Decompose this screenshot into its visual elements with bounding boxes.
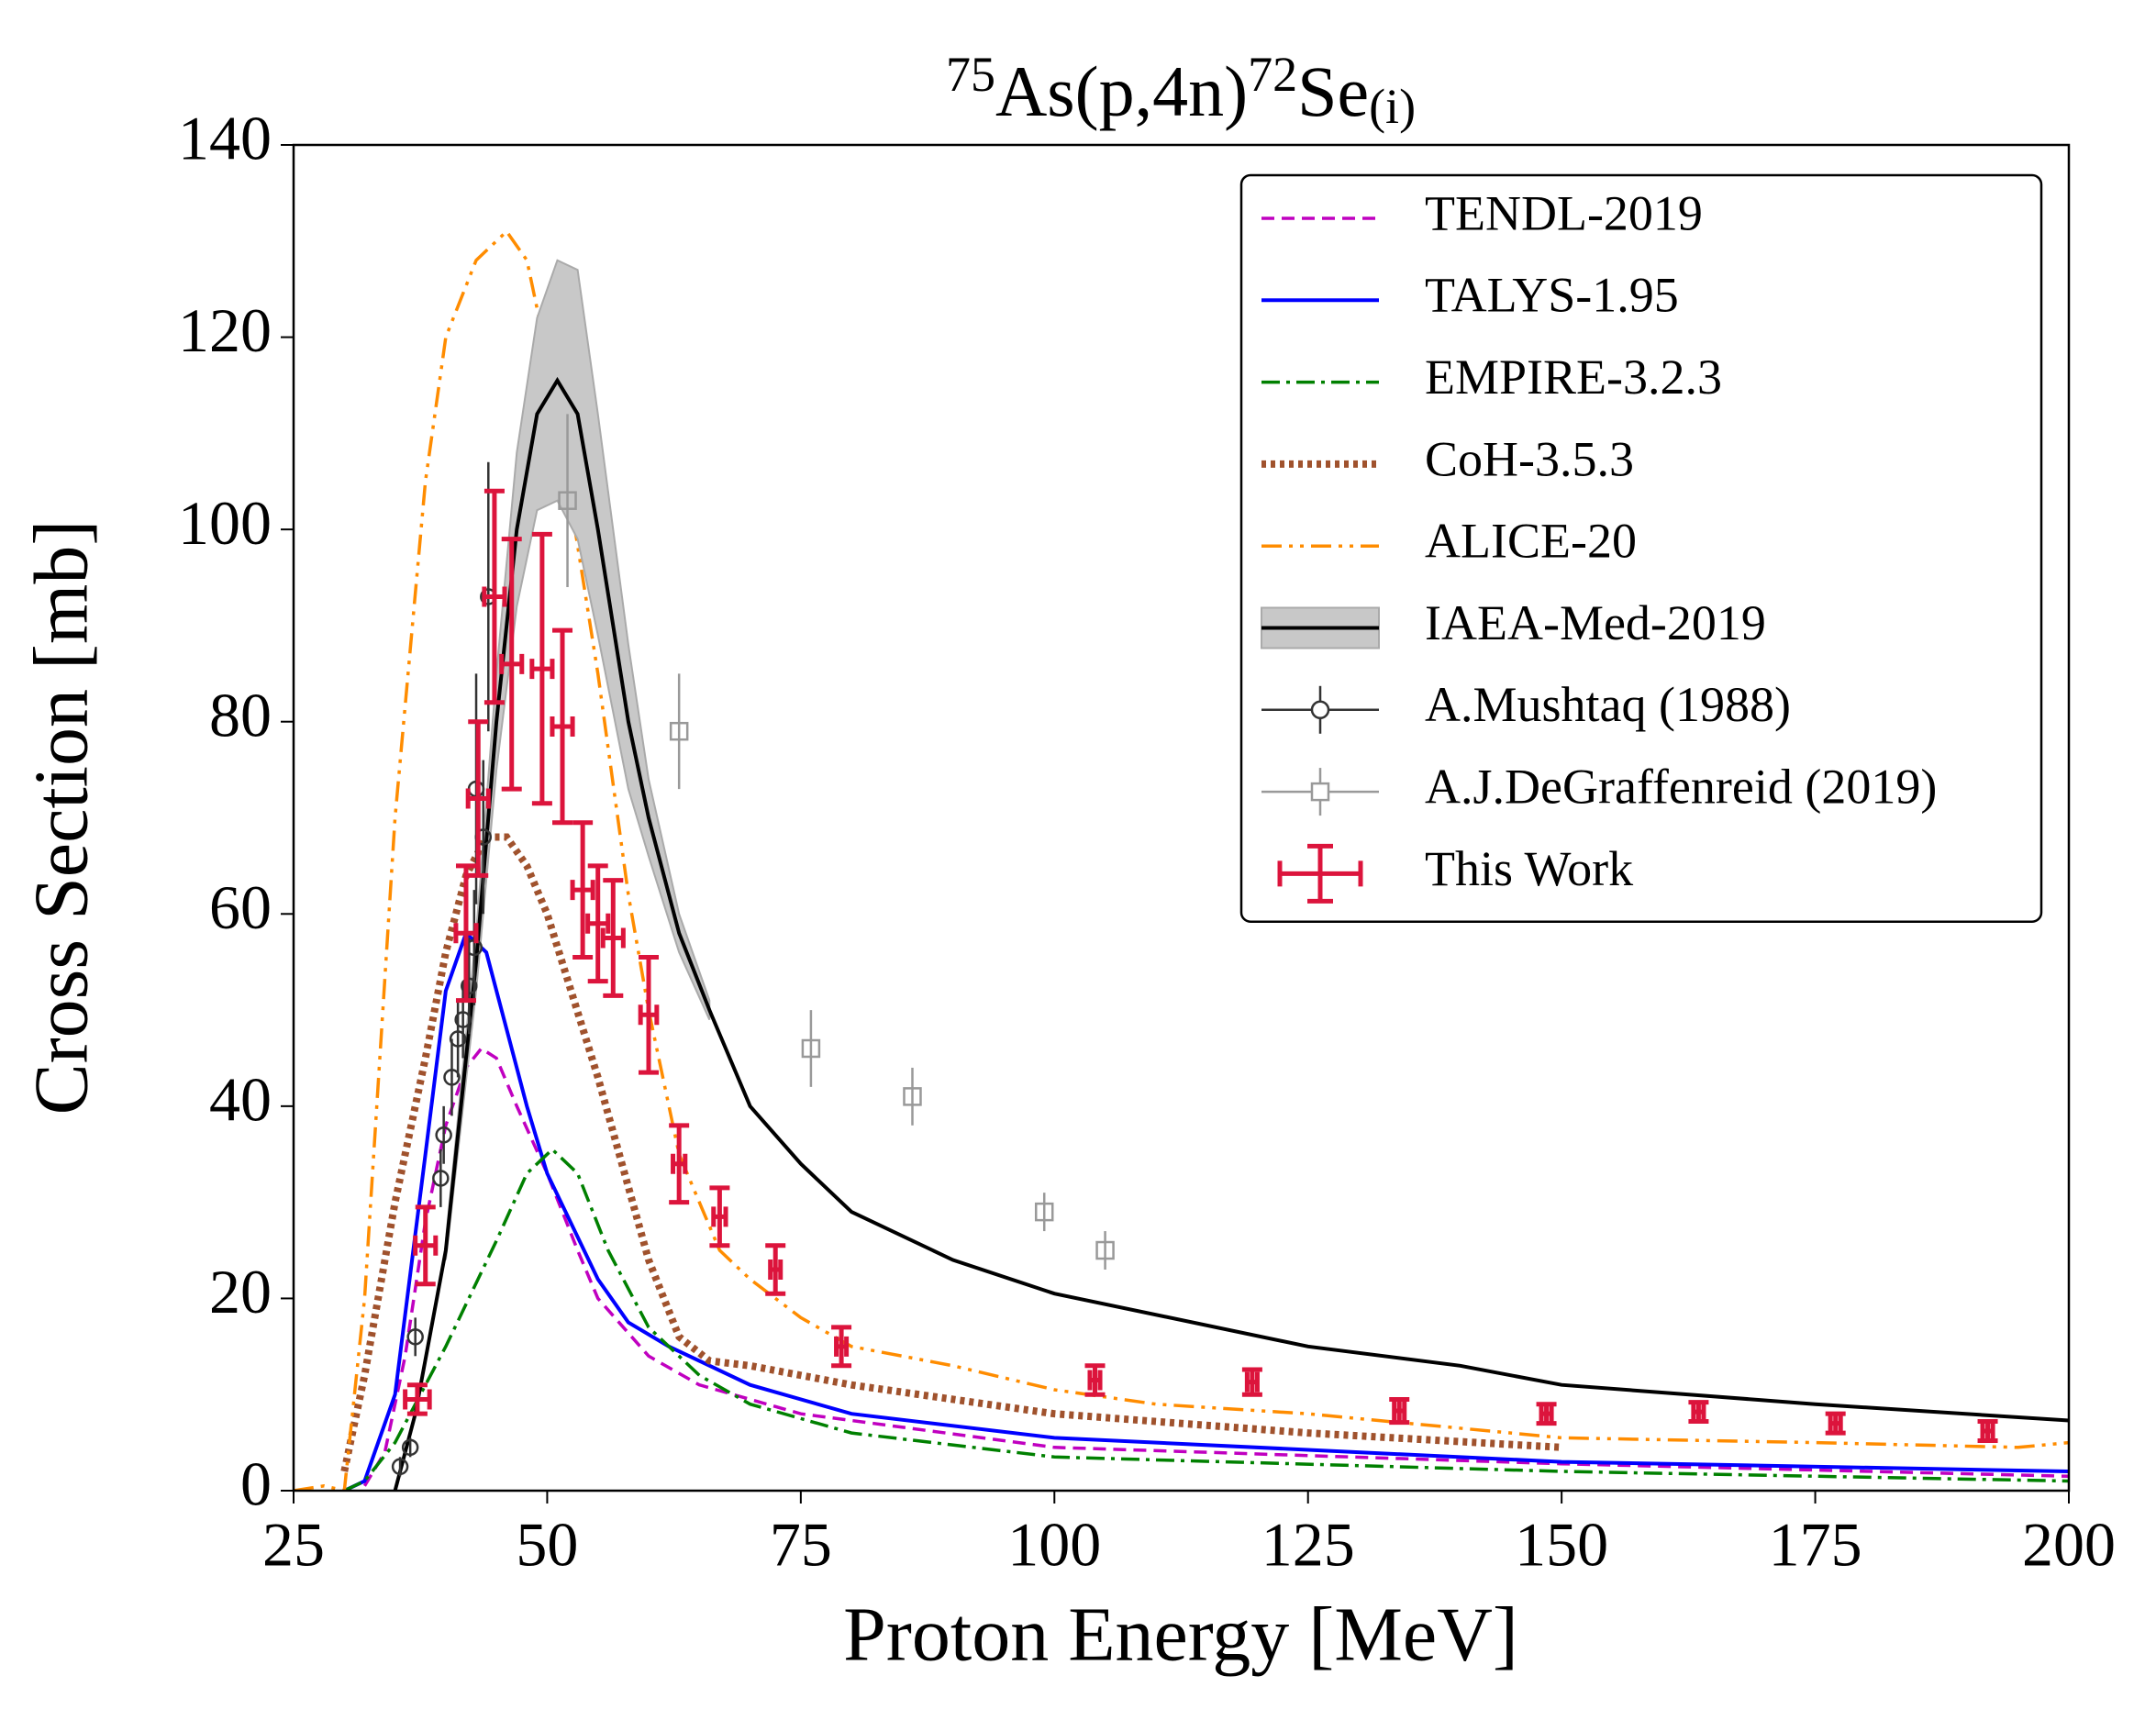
x-tick-label: 25 — [262, 1510, 325, 1580]
legend-label: ALICE-20 — [1425, 514, 1637, 569]
x-error-bar — [768, 1259, 783, 1280]
x-error-bar — [482, 586, 507, 607]
y-tick-label: 80 — [209, 680, 272, 749]
data-point — [443, 1069, 461, 1086]
title-part: 75 — [946, 47, 995, 102]
x-tick-label: 75 — [770, 1510, 832, 1580]
data-point — [391, 1458, 409, 1476]
chart-title: 75As(p,4n)72Se(i) — [946, 47, 1416, 134]
legend-label: TENDL-2019 — [1425, 185, 1703, 240]
legend-label: CoH-3.5.3 — [1425, 431, 1634, 486]
x-error-bar — [529, 659, 555, 680]
data-point — [432, 1170, 450, 1187]
x-tick-label: 100 — [1007, 1510, 1101, 1580]
x-error-bar — [711, 1206, 728, 1227]
y-tick-label: 100 — [178, 488, 272, 558]
x-error-bar — [638, 1004, 660, 1026]
x-error-bar — [453, 923, 479, 944]
data-point — [801, 1038, 821, 1059]
data-point — [903, 1087, 922, 1106]
data-point — [1034, 1202, 1054, 1222]
x-error-bar — [1392, 1401, 1407, 1422]
data-point — [406, 1328, 424, 1346]
y-tick-label: 20 — [209, 1257, 272, 1326]
data-point — [461, 977, 478, 995]
x-tick-label: 200 — [2022, 1510, 2116, 1580]
data-point — [401, 1438, 419, 1457]
legend-marker — [1310, 782, 1330, 802]
x-error-bar — [1980, 1421, 1995, 1442]
plot-area — [294, 228, 2069, 1491]
title-part: (i) — [1369, 79, 1416, 134]
x-tick-label: 175 — [1769, 1510, 1862, 1580]
data-point — [1095, 1240, 1115, 1260]
x-tick-label: 50 — [516, 1510, 578, 1580]
legend-label: A.J.DeGraffenreid (2019) — [1425, 759, 1937, 814]
y-tick-label: 60 — [209, 872, 272, 942]
series-line — [393, 376, 2069, 1491]
data-point — [449, 1030, 467, 1048]
x-error-bar — [465, 788, 491, 809]
legend-label: This Work — [1425, 841, 1633, 896]
x-error-bar — [671, 1153, 688, 1174]
y-tick-label: 0 — [240, 1449, 272, 1519]
uncertainty-band — [444, 259, 711, 1260]
x-error-bar — [1539, 1404, 1554, 1425]
y-tick-label: 40 — [209, 1064, 272, 1134]
x-tick-label: 150 — [1515, 1510, 1608, 1580]
title-part: Se — [1297, 51, 1369, 131]
x-axis-label: Proton Energy [MeV] — [843, 1592, 1518, 1677]
series-line — [362, 1046, 2069, 1487]
title-part: As(p,4n) — [995, 51, 1248, 131]
legend-marker — [1277, 843, 1363, 904]
x-error-bar — [585, 913, 611, 934]
title-part: 72 — [1248, 47, 1297, 102]
data-point — [669, 721, 689, 741]
data-point — [454, 1011, 472, 1028]
x-error-bar — [413, 1235, 439, 1256]
data-point — [558, 491, 577, 510]
x-error-bar — [499, 653, 525, 674]
x-error-bar — [570, 880, 595, 901]
x-error-bar — [403, 1389, 432, 1410]
x-error-bar — [550, 716, 575, 737]
legend-label: A.Mushtaq (1988) — [1425, 677, 1791, 732]
x-error-bar — [600, 927, 626, 949]
data-point — [435, 1126, 452, 1144]
x-error-bar — [1087, 1370, 1103, 1391]
series-line — [340, 833, 1562, 1472]
x-error-bar — [1244, 1371, 1260, 1393]
x-error-bar — [1828, 1413, 1843, 1434]
x-error-bar — [1691, 1402, 1706, 1423]
legend-box — [1239, 173, 2043, 923]
legend-marker — [1310, 700, 1330, 720]
y-axis-label: Cross Section [mb] — [18, 520, 104, 1115]
plot-frame — [292, 143, 2071, 1493]
legend-label: TALYS-1.95 — [1425, 268, 1679, 323]
series-line — [343, 929, 2069, 1491]
legend-label: IAEA-Med-2019 — [1425, 595, 1766, 650]
y-tick-label: 120 — [178, 295, 272, 365]
x-error-bar — [834, 1336, 850, 1357]
series-line — [343, 1147, 2069, 1491]
series-line — [294, 228, 2069, 1491]
x-tick-label: 125 — [1261, 1510, 1355, 1580]
y-tick-label: 140 — [178, 104, 272, 173]
legend-label: EMPIRE-3.2.3 — [1425, 350, 1722, 405]
